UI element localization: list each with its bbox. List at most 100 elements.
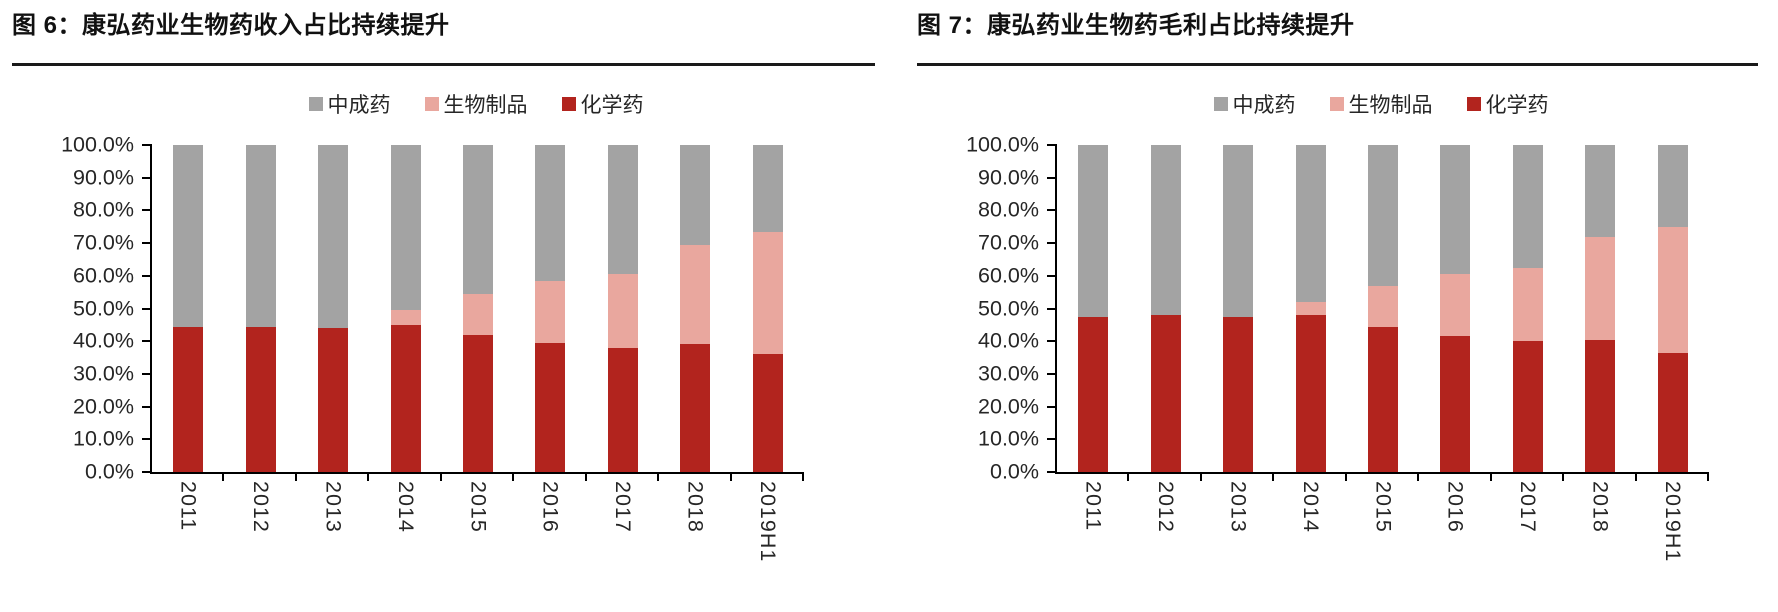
bar-segment-化学药 bbox=[607, 347, 638, 472]
bar-segment-中成药 bbox=[318, 145, 349, 329]
y-tick-label: 100.0% bbox=[61, 132, 134, 157]
bar-segment-中成药 bbox=[752, 145, 783, 232]
bar-slot-2012 bbox=[1129, 145, 1201, 472]
x-tick-label: 2018 bbox=[683, 481, 708, 533]
x-axis-tick bbox=[584, 472, 587, 481]
bar-segment-化学药 bbox=[173, 326, 204, 472]
bar-segment-化学药 bbox=[535, 342, 566, 472]
stacked-bar-2013 bbox=[318, 145, 349, 472]
bar-slot-2014 bbox=[1274, 145, 1346, 472]
y-tick-label: 70.0% bbox=[73, 230, 134, 255]
bar-slot-2019H1 bbox=[732, 145, 804, 472]
legend-label: 中成药 bbox=[327, 94, 391, 117]
bar-segment-化学药 bbox=[1657, 352, 1688, 472]
x-tick-label: 2015 bbox=[466, 481, 491, 533]
x-tick-label: 2017 bbox=[1516, 481, 1541, 533]
bar-segment-化学药 bbox=[1585, 339, 1616, 472]
bar-slot-2015 bbox=[1347, 145, 1419, 472]
y-axis-tick bbox=[1047, 242, 1057, 245]
y-axis-tick bbox=[1047, 274, 1057, 277]
x-tick-label: 2011 bbox=[176, 481, 201, 532]
legend-label: 化学药 bbox=[580, 94, 644, 117]
bar-segment-化学药 bbox=[1150, 315, 1181, 472]
bar-segment-中成药 bbox=[1150, 145, 1181, 316]
y-tick-label: 40.0% bbox=[73, 328, 134, 353]
y-tick-label: 10.0% bbox=[73, 426, 134, 451]
bar-segment-生物制品 bbox=[1585, 236, 1616, 340]
x-axis-tick bbox=[512, 472, 515, 481]
x-label-slot: 2011 bbox=[152, 481, 224, 562]
bar-segment-生物制品 bbox=[680, 244, 711, 345]
stacked-bar-2019H1 bbox=[752, 145, 783, 472]
bar-segment-生物制品 bbox=[752, 231, 783, 355]
bar-slot-2018 bbox=[1564, 145, 1636, 472]
y-tick-label: 90.0% bbox=[73, 165, 134, 190]
stacked-bar-2017 bbox=[1512, 145, 1543, 472]
bar-segment-中成药 bbox=[607, 145, 638, 275]
y-axis-tick bbox=[142, 274, 152, 277]
bar-segment-中成药 bbox=[245, 145, 276, 327]
legend-label: 生物制品 bbox=[443, 94, 528, 117]
bar-segment-中成药 bbox=[1585, 145, 1616, 237]
plot-area-fig7 bbox=[1047, 144, 1709, 481]
bar-slot-2011 bbox=[1057, 145, 1129, 472]
x-label-slot: 2018 bbox=[1564, 481, 1636, 562]
stacked-bar-2014 bbox=[1295, 145, 1326, 472]
y-tick-label: 0.0% bbox=[989, 459, 1039, 484]
y-tick-label: 50.0% bbox=[73, 296, 134, 320]
bar-segment-化学药 bbox=[1223, 316, 1254, 472]
bar-segment-化学药 bbox=[1512, 341, 1543, 472]
x-tick-label: 2019H1 bbox=[1661, 481, 1685, 563]
legend-item: 生物制品 bbox=[1329, 89, 1433, 119]
bar-segment-生物制品 bbox=[535, 280, 566, 343]
x-tick-label: 2019H1 bbox=[756, 481, 780, 563]
x-axis-tick bbox=[1127, 472, 1130, 481]
bar-segment-化学药 bbox=[1078, 316, 1109, 472]
y-axis-tick bbox=[142, 242, 152, 245]
legend-swatch-icon bbox=[561, 97, 576, 111]
bar-segment-生物制品 bbox=[1295, 301, 1326, 316]
bar-slot-2018 bbox=[659, 145, 731, 472]
legend-item: 化学药 bbox=[561, 89, 644, 119]
chart-panel-fig6: 图 6：康弘药业生物药收入占比持续提升 中成药 生物制品 化学药 100.0% 90.… bbox=[12, 8, 875, 562]
legend-swatch-icon bbox=[308, 97, 323, 111]
y-tick-label: 10.0% bbox=[978, 426, 1039, 451]
y-tick-label: 50.0% bbox=[978, 296, 1039, 320]
bar-segment-化学药 bbox=[245, 326, 276, 472]
x-axis-tick bbox=[1199, 472, 1202, 481]
bar-slot-2014 bbox=[369, 145, 441, 472]
legend-swatch-icon bbox=[1213, 97, 1228, 111]
x-label-slot: 2014 bbox=[369, 481, 441, 562]
x-tick-label: 2012 bbox=[248, 481, 273, 533]
bar-slot-2012 bbox=[224, 145, 296, 472]
bar-segment-化学药 bbox=[1440, 336, 1471, 472]
x-label-slot: 2019H1 bbox=[732, 481, 804, 562]
bar-segment-生物制品 bbox=[607, 274, 638, 348]
bar-segment-生物制品 bbox=[1512, 267, 1543, 342]
x-axis-labels-fig6: 2011 2012 2013 2014 2015 2016 2017 2018 2019H1 bbox=[152, 481, 804, 562]
bar-segment-中成药 bbox=[173, 145, 204, 327]
y-tick-label: 0.0% bbox=[84, 459, 134, 484]
x-label-slot: 2011 bbox=[1057, 481, 1129, 562]
y-tick-label: 20.0% bbox=[978, 394, 1039, 419]
y-axis-labels-fig7: 100.0% 90.0% 80.0% 70.0% 60.0% 50.0% 40.0% 30.0… bbox=[917, 133, 1055, 484]
legend-fig6: 中成药 生物制品 化学药 bbox=[150, 89, 802, 119]
legend-label: 中成药 bbox=[1232, 94, 1296, 117]
bar-segment-中成药 bbox=[462, 145, 493, 294]
stacked-bar-2018 bbox=[680, 145, 711, 472]
chart-title-fig6: 图 6：康弘药业生物药收入占比持续提升 bbox=[12, 8, 875, 66]
stacked-bar-2011 bbox=[173, 145, 204, 472]
y-tick-label: 80.0% bbox=[73, 197, 134, 222]
bar-slot-2011 bbox=[152, 145, 224, 472]
stacked-bar-2017 bbox=[607, 145, 638, 472]
x-tick-label: 2014 bbox=[1298, 481, 1323, 533]
x-axis-tick bbox=[222, 472, 225, 481]
bar-slot-2013 bbox=[297, 145, 369, 472]
x-label-slot: 2012 bbox=[224, 481, 296, 562]
x-label-slot: 2018 bbox=[659, 481, 731, 562]
bar-segment-中成药 bbox=[680, 145, 711, 245]
stacked-bar-2015 bbox=[1367, 145, 1398, 472]
bar-segment-生物制品 bbox=[1657, 226, 1688, 353]
legend-swatch-icon bbox=[424, 97, 439, 111]
y-axis-tick bbox=[1047, 438, 1057, 441]
